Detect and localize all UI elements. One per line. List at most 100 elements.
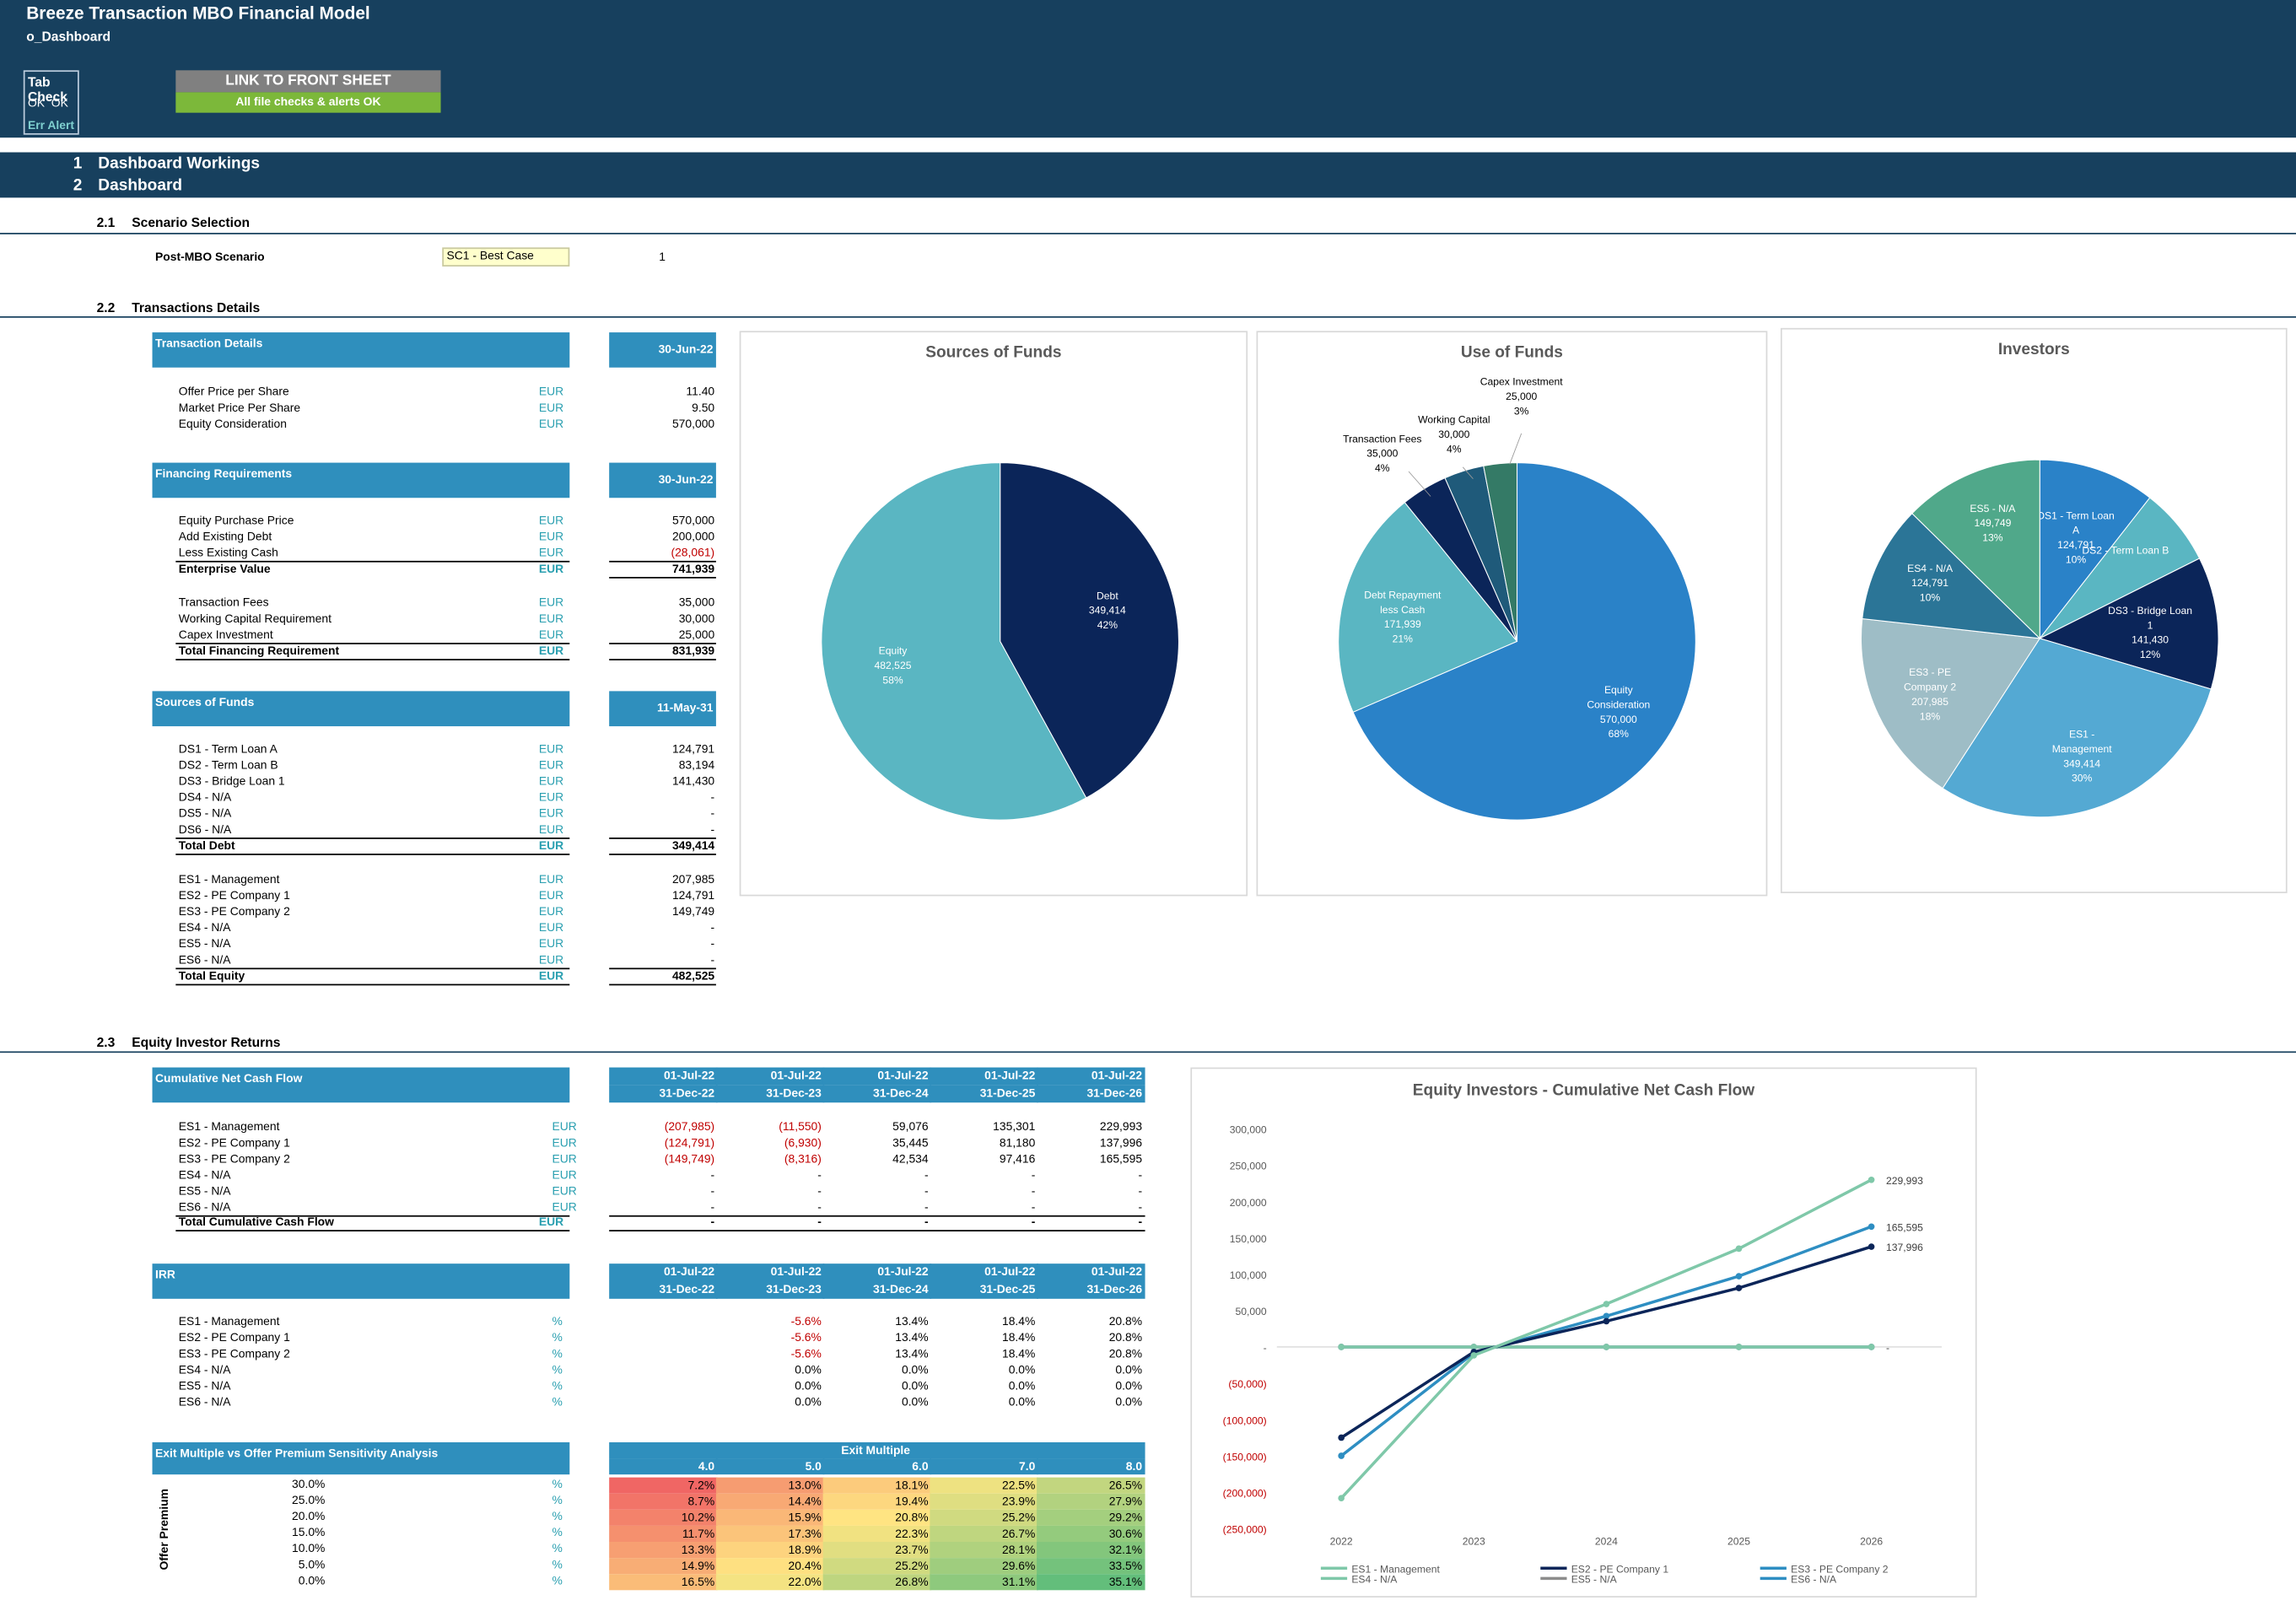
legend-label: ES3 - PE Company 2 [1791, 1563, 1889, 1575]
series-end-label: 229,993 [1886, 1175, 1923, 1187]
total-equity-label: Total Equity [178, 969, 245, 983]
series-point [1603, 1312, 1610, 1320]
cashflow-row-label: ES4 - N/A [178, 1168, 231, 1182]
pie-slice-value: 349,414 [1089, 605, 1126, 617]
transaction-row-value: 9.50 [692, 401, 715, 415]
sensitivity-cell: 8.7% [609, 1493, 718, 1510]
cashflow-row-value: - [1138, 1168, 1143, 1182]
investors-chart: Investors DS1 - Term Loan A 124,791 10% DS2 … [1780, 327, 2288, 893]
section-2-title[interactable]: Dashboard [98, 177, 183, 195]
financing-row-unit: EUR [538, 595, 564, 610]
pie-slice-label: Transaction Fees [1343, 433, 1421, 445]
cashflow-row-value: - [817, 1200, 822, 1215]
scenario-select[interactable]: SC1 - Best Case [442, 247, 570, 267]
financing-row-unit: EUR [538, 514, 564, 527]
sensitivity-cell: 35.1% [1037, 1574, 1145, 1591]
series-point [1868, 1223, 1875, 1231]
equity-row-value: 149,749 [671, 904, 715, 919]
equity-row-label: ES1 - Management [178, 872, 280, 886]
series-point [1735, 1344, 1743, 1350]
pie-slice-label: ES3 - PE [1909, 666, 1951, 678]
pie-slice-percent: 21% [1393, 633, 1414, 645]
total-rule [609, 560, 716, 563]
section-band [0, 152, 2296, 198]
sensitivity-cell: 19.4% [822, 1493, 932, 1510]
equity-row-unit: EUR [538, 937, 564, 951]
irr-row-value: 0.0% [795, 1379, 822, 1393]
series-point [1470, 1344, 1478, 1350]
divider [0, 1051, 2296, 1053]
financing-row-value: 25,000 [678, 628, 715, 642]
cashflow-row-unit: EUR [552, 1168, 577, 1182]
cashflow-row-value: 229,993 [1099, 1120, 1143, 1134]
sensitivity-cell: 22.0% [715, 1574, 825, 1591]
cashflow-row-value: - [1138, 1184, 1143, 1199]
total-rule [609, 967, 716, 970]
cashflow-total-value: - [817, 1215, 822, 1229]
sensitivity-cell: 26.7% [930, 1525, 1038, 1543]
pie-slice-value: 149,749 [1974, 517, 2011, 529]
irr-row-unit: % [552, 1347, 563, 1360]
irr-row-value: 13.4% [895, 1347, 929, 1360]
debt-row-value: 141,430 [671, 774, 715, 788]
x-tick-label: 2025 [1727, 1535, 1750, 1547]
pie-slice-label: A [2072, 525, 2080, 536]
cashflow-row-unit: EUR [552, 1120, 577, 1134]
debt-row-value: 83,194 [678, 758, 715, 772]
total-rule [175, 643, 570, 644]
financing-row-unit: EUR [538, 612, 564, 626]
irr-row-value: 0.0% [1008, 1395, 1036, 1409]
series-line [1339, 1178, 1873, 1500]
pie-slice-value: 30,000 [1438, 428, 1469, 440]
period-end: 31-Dec-26 [1037, 1281, 1145, 1299]
line-chart-svg: 300,000 250,000 200,000 150,000 100,000 50,00… [1223, 1124, 1942, 1586]
sensitivity-cell: 16.5% [609, 1574, 718, 1591]
cashflow-row-value: - [1138, 1200, 1143, 1215]
irr-row-value: 0.0% [901, 1363, 929, 1377]
total-rule [175, 659, 570, 660]
series-point [1868, 1344, 1875, 1350]
period-end: 31-Dec-26 [1037, 1085, 1145, 1103]
series-point [1470, 1352, 1478, 1359]
debt-row-unit: EUR [538, 758, 564, 772]
section-1-title[interactable]: Dashboard Workings [98, 155, 261, 173]
total-rule [609, 1230, 1145, 1231]
transaction-row-unit: EUR [538, 417, 564, 431]
equity-row-label: ES4 - N/A [178, 920, 231, 935]
irr-row-value: 0.0% [901, 1395, 929, 1409]
total-financing-label: Total Financing Requirement [178, 644, 340, 658]
series-point [1735, 1273, 1743, 1280]
sensitivity-unit: % [552, 1493, 563, 1507]
pie-slice-value: 25,000 [1506, 391, 1537, 402]
section-2-2-number: 2.2 [96, 299, 116, 315]
series-point [1603, 1317, 1610, 1325]
sensitivity-cell: 14.4% [715, 1493, 825, 1510]
cashflow-row-value: 165,595 [1099, 1152, 1143, 1166]
sources-date: 11-May-31 [609, 691, 716, 727]
total-rule [175, 854, 570, 855]
sensitivity-cell: 15.9% [715, 1509, 825, 1526]
cumulative-cash-flow-chart: Equity Investors - Cumulative Net Cash F… [1190, 1067, 1977, 1598]
x-tick-label: 2023 [1463, 1535, 1485, 1547]
irr-row-unit: % [552, 1363, 563, 1377]
cashflow-row-label: ES3 - PE Company 2 [178, 1152, 290, 1166]
sensitivity-cell: 25.2% [822, 1558, 932, 1575]
sensitivity-cell: 14.9% [609, 1558, 718, 1575]
pie-slice-value: 482,525 [875, 660, 912, 671]
series-point [1735, 1245, 1743, 1253]
financing-row-value: 30,000 [678, 612, 715, 626]
transaction-header: Transaction Details [152, 332, 570, 368]
irr-row-value: 20.8% [1108, 1347, 1143, 1360]
pie-slice-label: DS2 - Term Loan B [2082, 544, 2169, 556]
sensitivity-cell: 25.2% [930, 1509, 1038, 1526]
sources-of-funds-chart: Sources of Funds Debt 349,414 42% Equity 482… [739, 331, 1248, 897]
chart-title: Investors [1997, 341, 2070, 359]
sensitivity-cell: 22.5% [930, 1477, 1038, 1494]
financing-row-value: 570,000 [671, 514, 715, 527]
pie-svg: Debt 349,414 42% Equity 482,525 58% [821, 462, 1179, 821]
pie-slice-percent: 4% [1375, 462, 1390, 474]
link-to-front-sheet-button[interactable]: LINK TO FRONT SHEET [175, 70, 441, 93]
period-start: 01-Jul-22 [609, 1067, 718, 1086]
total-rule [609, 1215, 1145, 1217]
